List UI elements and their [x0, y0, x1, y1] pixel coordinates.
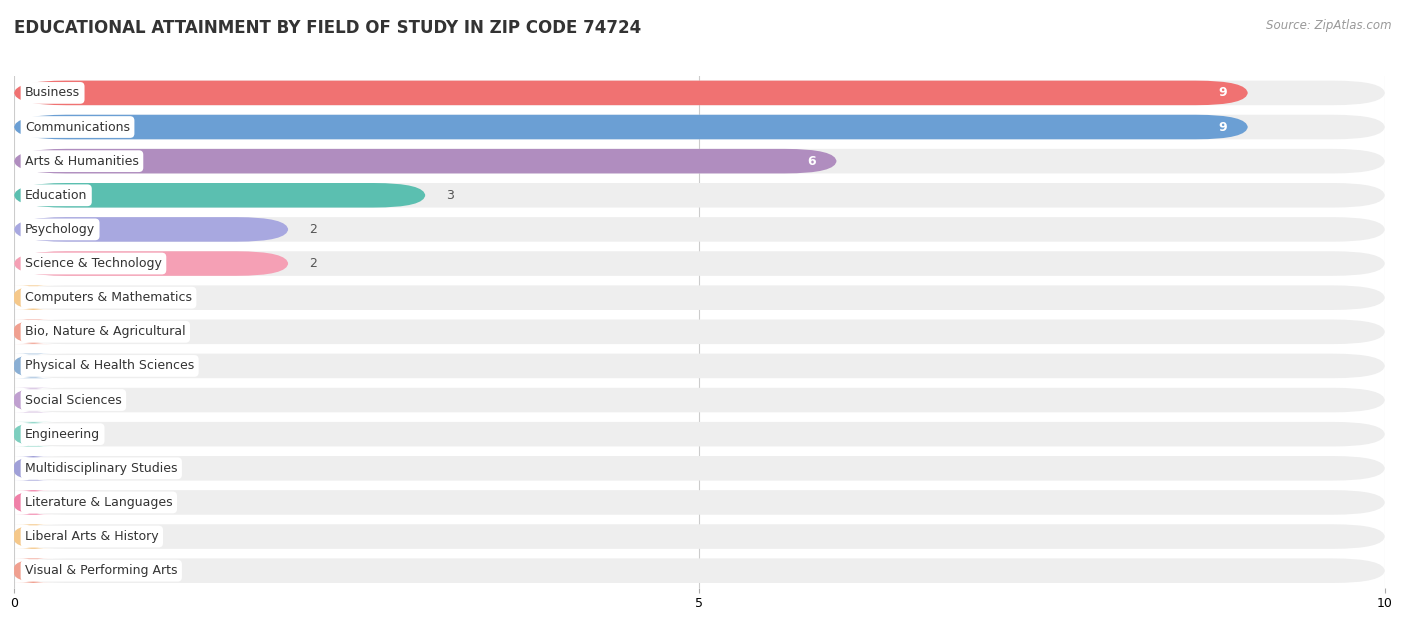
Text: 9: 9 [1219, 87, 1227, 99]
Text: 0: 0 [73, 496, 82, 509]
Text: 0: 0 [73, 360, 82, 372]
FancyBboxPatch shape [14, 217, 1385, 241]
FancyBboxPatch shape [14, 320, 1385, 344]
Text: Science & Technology: Science & Technology [25, 257, 162, 270]
FancyBboxPatch shape [14, 559, 52, 583]
Text: 0: 0 [73, 530, 82, 543]
FancyBboxPatch shape [14, 456, 1385, 480]
Text: Arts & Humanities: Arts & Humanities [25, 155, 139, 167]
Text: Physical & Health Sciences: Physical & Health Sciences [25, 360, 194, 372]
FancyBboxPatch shape [14, 525, 52, 549]
Text: Engineering: Engineering [25, 428, 100, 441]
Text: Multidisciplinary Studies: Multidisciplinary Studies [25, 462, 177, 475]
Text: 0: 0 [73, 428, 82, 441]
Text: Business: Business [25, 87, 80, 99]
FancyBboxPatch shape [14, 217, 288, 241]
FancyBboxPatch shape [14, 115, 1249, 139]
Text: 6: 6 [807, 155, 815, 167]
Text: Visual & Performing Arts: Visual & Performing Arts [25, 564, 177, 577]
Text: 2: 2 [309, 257, 316, 270]
FancyBboxPatch shape [14, 286, 1385, 310]
FancyBboxPatch shape [14, 115, 1385, 139]
FancyBboxPatch shape [14, 149, 1385, 173]
FancyBboxPatch shape [14, 490, 1385, 514]
Text: EDUCATIONAL ATTAINMENT BY FIELD OF STUDY IN ZIP CODE 74724: EDUCATIONAL ATTAINMENT BY FIELD OF STUDY… [14, 19, 641, 37]
FancyBboxPatch shape [14, 149, 837, 173]
Text: Bio, Nature & Agricultural: Bio, Nature & Agricultural [25, 325, 186, 338]
Text: 0: 0 [73, 291, 82, 304]
FancyBboxPatch shape [14, 320, 52, 344]
Text: 0: 0 [73, 564, 82, 577]
Text: 3: 3 [446, 189, 454, 202]
FancyBboxPatch shape [14, 559, 1385, 583]
Text: 0: 0 [73, 325, 82, 338]
FancyBboxPatch shape [14, 354, 52, 378]
Text: Computers & Mathematics: Computers & Mathematics [25, 291, 193, 304]
FancyBboxPatch shape [14, 252, 1385, 276]
Text: 9: 9 [1219, 121, 1227, 133]
FancyBboxPatch shape [14, 422, 52, 446]
Text: Social Sciences: Social Sciences [25, 394, 122, 406]
Text: Source: ZipAtlas.com: Source: ZipAtlas.com [1267, 19, 1392, 32]
FancyBboxPatch shape [14, 422, 1385, 446]
FancyBboxPatch shape [14, 81, 1249, 105]
FancyBboxPatch shape [14, 354, 1385, 378]
FancyBboxPatch shape [14, 81, 1385, 105]
FancyBboxPatch shape [14, 388, 52, 412]
FancyBboxPatch shape [14, 525, 1385, 549]
Text: Education: Education [25, 189, 87, 202]
FancyBboxPatch shape [14, 456, 52, 480]
Text: Communications: Communications [25, 121, 129, 133]
Text: 2: 2 [309, 223, 316, 236]
FancyBboxPatch shape [14, 388, 1385, 412]
FancyBboxPatch shape [14, 286, 52, 310]
Text: Psychology: Psychology [25, 223, 96, 236]
FancyBboxPatch shape [14, 252, 288, 276]
Text: Literature & Languages: Literature & Languages [25, 496, 173, 509]
Text: 0: 0 [73, 394, 82, 406]
FancyBboxPatch shape [14, 183, 425, 207]
Text: Liberal Arts & History: Liberal Arts & History [25, 530, 159, 543]
FancyBboxPatch shape [14, 490, 52, 514]
Text: 0: 0 [73, 462, 82, 475]
FancyBboxPatch shape [14, 183, 1385, 207]
